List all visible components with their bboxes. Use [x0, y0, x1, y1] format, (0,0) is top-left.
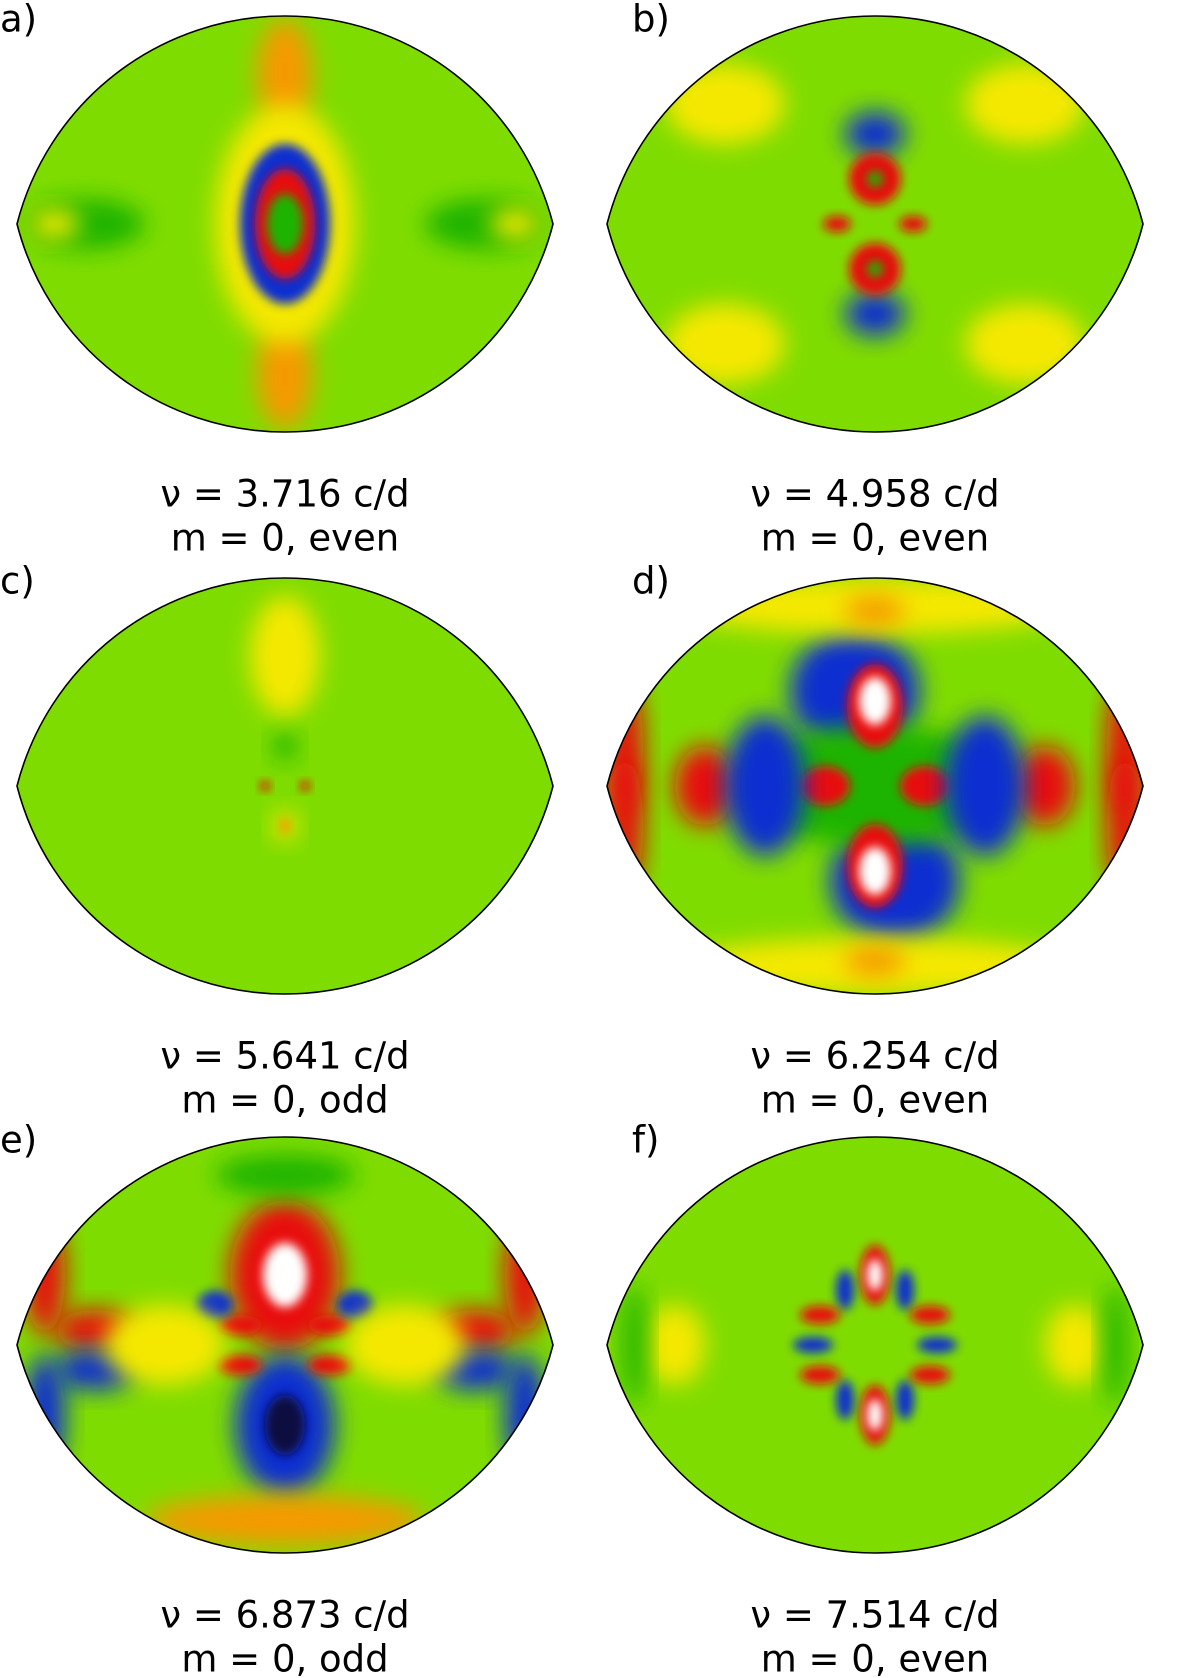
map-feature	[263, 1243, 307, 1307]
map-feature	[145, 1495, 425, 1545]
map-feature	[280, 818, 290, 834]
map-feature	[308, 1355, 352, 1375]
mode-map	[17, 1137, 553, 1553]
map-feature	[845, 292, 905, 336]
map-feature	[867, 261, 883, 277]
frequency-caption: ν = 7.514 c/d	[750, 1594, 999, 1637]
map-outline	[606, 1136, 1144, 1554]
map-background	[17, 578, 553, 995]
map-feature	[910, 1306, 950, 1324]
map-feature	[257, 19, 313, 129]
map-outline	[16, 1136, 554, 1554]
map-outline	[16, 577, 554, 995]
frequency-caption: ν = 6.254 c/d	[750, 1035, 999, 1078]
mode-map	[607, 15, 1143, 433]
map-feature	[215, 1155, 355, 1195]
frequency-caption: ν = 6.873 c/d	[160, 1594, 409, 1637]
map-feature	[1045, 1305, 1105, 1385]
map-feature	[896, 1270, 914, 1310]
mode-map	[17, 15, 553, 433]
map-feature	[1015, 746, 1075, 826]
map-feature	[836, 1270, 854, 1310]
mode-caption: m = 0, even	[761, 1638, 990, 1678]
map-outline	[606, 15, 1144, 433]
map-feature	[345, 1305, 465, 1385]
map-feature	[308, 1315, 352, 1335]
map-feature	[793, 1337, 833, 1353]
mode-map	[17, 578, 553, 995]
map-feature	[490, 209, 540, 239]
map-feature	[197, 1291, 233, 1319]
panel-label: a)	[0, 0, 37, 41]
mode-caption: m = 0, odd	[181, 1079, 388, 1122]
map-feature	[1103, 1285, 1127, 1405]
map-feature	[945, 716, 1025, 856]
map-feature	[867, 171, 883, 187]
map-feature	[867, 1399, 883, 1431]
map-feature	[859, 677, 891, 725]
panel-label: c)	[0, 560, 35, 603]
map-feature	[800, 1306, 840, 1324]
map-feature	[725, 716, 805, 856]
map-feature	[823, 216, 851, 232]
map-feature	[800, 766, 850, 806]
map-outline	[606, 577, 1144, 995]
mode-caption: m = 0, even	[761, 517, 990, 560]
map-feature	[250, 596, 320, 716]
map-feature	[30, 209, 80, 239]
map-feature	[300, 781, 310, 791]
mode-caption: m = 0, odd	[181, 1638, 388, 1678]
panel-label: d)	[632, 560, 670, 603]
map-feature	[337, 1291, 373, 1319]
map-feature	[910, 1366, 950, 1384]
map-feature	[1107, 756, 1143, 896]
map-feature	[899, 216, 927, 232]
map-feature	[836, 1380, 854, 1420]
map-feature	[665, 64, 785, 144]
map-feature	[965, 64, 1085, 144]
map-feature	[735, 726, 1015, 846]
map-feature	[218, 1315, 262, 1335]
map-feature	[965, 304, 1085, 384]
mode-map	[607, 578, 1143, 995]
map-feature	[218, 1355, 262, 1375]
map-feature	[607, 756, 643, 896]
panel-label: e)	[0, 1119, 37, 1162]
panel-label: b)	[632, 0, 670, 41]
frequency-caption: ν = 3.716 c/d	[160, 473, 409, 516]
map-feature	[623, 1285, 647, 1405]
mode-caption: m = 0, even	[171, 517, 400, 560]
map-feature	[105, 1305, 225, 1385]
map-background	[607, 1137, 1143, 1553]
map-feature	[265, 1395, 305, 1455]
map-feature	[896, 1380, 914, 1420]
map-feature	[273, 731, 297, 761]
frequency-caption: ν = 5.641 c/d	[160, 1035, 409, 1078]
map-feature	[257, 319, 313, 429]
panel-label: f)	[632, 1119, 659, 1162]
map-outline	[16, 15, 554, 433]
map-feature	[665, 304, 785, 384]
map-feature	[645, 1305, 705, 1385]
map-feature	[859, 847, 891, 895]
mode-caption: m = 0, even	[761, 1079, 990, 1122]
map-feature	[845, 112, 905, 156]
map-feature	[675, 746, 735, 826]
map-feature	[267, 194, 303, 254]
map-feature	[800, 1366, 840, 1384]
map-feature	[845, 946, 905, 976]
map-background	[607, 15, 1143, 433]
map-feature	[845, 596, 905, 626]
map-feature	[917, 1337, 957, 1353]
mode-map	[607, 1137, 1143, 1553]
map-feature	[900, 766, 950, 806]
frequency-caption: ν = 4.958 c/d	[750, 473, 999, 516]
map-feature	[867, 1259, 883, 1291]
map-feature	[260, 781, 270, 791]
